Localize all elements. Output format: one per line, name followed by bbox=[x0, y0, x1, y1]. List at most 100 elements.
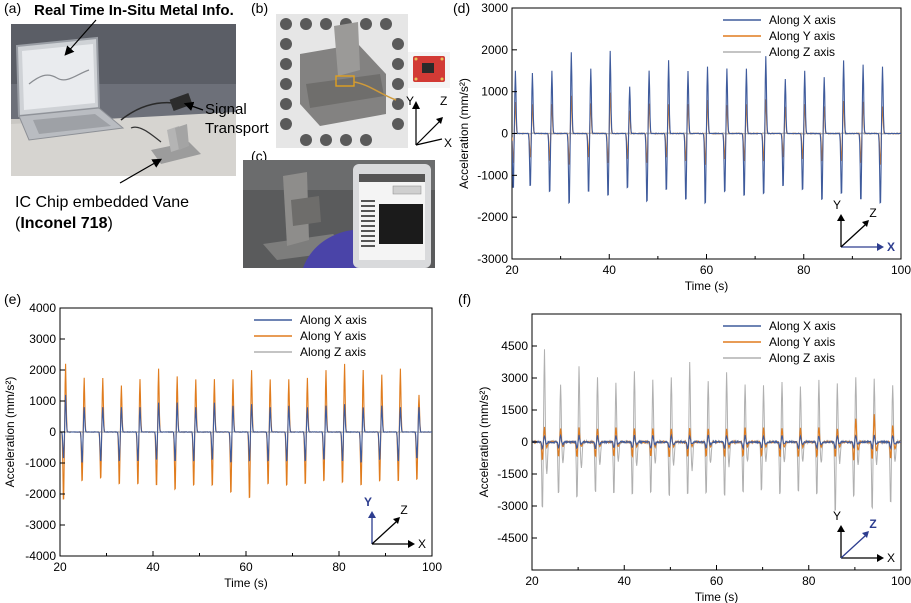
y-tick-label: -3000 bbox=[477, 252, 508, 266]
x-tick-label: 100 bbox=[891, 574, 911, 588]
triad-x-arrow bbox=[877, 554, 884, 562]
y-axis-label: Acceleration (mm/s²) bbox=[3, 377, 17, 488]
triad-x-label: X bbox=[887, 551, 895, 565]
triad-z-label: Z bbox=[869, 206, 876, 220]
panel-b-z-label: Z bbox=[440, 94, 448, 108]
y-tick-label: -1000 bbox=[25, 456, 56, 470]
x-tick-label: 80 bbox=[332, 560, 346, 574]
chart-d: 20 40 60 80 100 -3000 -2000 -1000 0 1000 2000 3000 T… bbox=[457, 1, 911, 293]
panel-a-letter: (a) bbox=[4, 0, 22, 16]
x-tick-label: 40 bbox=[603, 263, 617, 277]
panel-b-axis-triad bbox=[412, 101, 443, 146]
vane-label-line1: IC Chip embedded Vane bbox=[15, 194, 190, 211]
y-tick-label: 0 bbox=[501, 127, 508, 141]
triad-z-line bbox=[840, 224, 866, 248]
x-axis-label: Time (s) bbox=[695, 590, 739, 603]
x-axis-label: Time (s) bbox=[224, 576, 268, 590]
x-tick-label: 60 bbox=[700, 263, 714, 277]
axis-triad-d: X Y Z bbox=[833, 198, 895, 254]
triad-z-label: Z bbox=[400, 503, 407, 517]
y-tick-label: 3000 bbox=[501, 371, 528, 385]
x-tick-label: 60 bbox=[239, 560, 253, 574]
legend-label-y: Along Y axis bbox=[300, 329, 366, 343]
y-tick-label: -3000 bbox=[25, 518, 56, 532]
signal-transport-label: Signal Transport bbox=[205, 100, 269, 138]
y-tick-label: -2000 bbox=[477, 210, 508, 224]
vane-label: IC Chip embedded Vane (Inconel 718) bbox=[15, 192, 189, 234]
triad-y-label: Y bbox=[833, 509, 841, 523]
series-line-f-x bbox=[532, 433, 901, 451]
series-line-d-x bbox=[512, 50, 901, 205]
legend-label-x: Along X axis bbox=[300, 313, 367, 327]
legend-label-y: Along Y axis bbox=[769, 29, 835, 43]
y-axis-label: Acceleration (mm/s²) bbox=[477, 387, 491, 498]
panel-b-x-label: X bbox=[444, 136, 453, 150]
smartphone-photo bbox=[243, 160, 435, 268]
triad-z-label: Z bbox=[869, 517, 876, 531]
triad-y-arrow bbox=[368, 511, 376, 518]
x-tick-label: 80 bbox=[802, 574, 816, 588]
panel-b-letter: (b) bbox=[251, 0, 269, 16]
triad-y-arrow bbox=[837, 214, 845, 221]
triad-z-arrow bbox=[862, 220, 869, 227]
triad-z-line bbox=[371, 521, 397, 545]
y-tick-label: 0 bbox=[49, 425, 56, 439]
y-tick-label: -4000 bbox=[25, 549, 56, 563]
y-tick-label: -3000 bbox=[497, 499, 528, 513]
y-tick-label: 1000 bbox=[29, 394, 56, 408]
panel-e-letter: (e) bbox=[4, 291, 22, 307]
vane-material: Inconel 718 bbox=[20, 215, 108, 232]
triad-y-label: Y bbox=[364, 495, 372, 509]
y-tick-label: 1500 bbox=[501, 403, 528, 417]
legend-label-z: Along Z axis bbox=[300, 345, 366, 359]
x-tick-label: 100 bbox=[422, 560, 442, 574]
signal-label-line2: Transport bbox=[205, 120, 269, 137]
x-tick-label: 60 bbox=[710, 574, 724, 588]
series-line-f-z bbox=[532, 349, 901, 511]
x-tick-label: 20 bbox=[505, 263, 519, 277]
x-tick-label: 40 bbox=[146, 560, 160, 574]
x-tick-label: 40 bbox=[618, 574, 632, 588]
y-tick-label: -1500 bbox=[497, 467, 528, 481]
chart-f: 20 40 60 80 100 -4500 -3000 -1500 0 1500 3000 4500 T… bbox=[477, 313, 911, 603]
signal-label-line1: Signal bbox=[205, 101, 247, 118]
triad-x-label: X bbox=[418, 537, 426, 551]
x-axis-label: Time (s) bbox=[685, 279, 729, 293]
vane-label-line2: (Inconel 718) bbox=[15, 213, 189, 234]
y-tick-label: 3000 bbox=[481, 1, 508, 15]
triad-x-arrow bbox=[877, 243, 884, 251]
y-tick-label: 1000 bbox=[481, 85, 508, 99]
triad-z-line bbox=[840, 535, 866, 559]
y-tick-label: -4500 bbox=[497, 531, 528, 545]
vane-paren-close: ) bbox=[107, 215, 113, 232]
y-tick-label: 2000 bbox=[29, 363, 56, 377]
series-line-f-y bbox=[532, 414, 901, 461]
x-tick-label: 80 bbox=[797, 263, 811, 277]
y-tick-label: 3000 bbox=[29, 332, 56, 346]
triad-x-arrow bbox=[408, 540, 415, 548]
panel-f-letter: (f) bbox=[458, 291, 472, 307]
legend-label-x: Along X axis bbox=[769, 13, 836, 27]
panel-a-title: Real Time In-Situ Metal Info. bbox=[34, 2, 234, 19]
chart-e: 20 40 60 80 100 -4000 -3000 -2000 -1000 0 1000 2000… bbox=[3, 301, 442, 590]
panel-d-letter: (d) bbox=[453, 0, 471, 16]
legend-label-y: Along Y axis bbox=[769, 335, 835, 349]
triad-z-arrow bbox=[393, 517, 400, 524]
series-line-e-x bbox=[60, 394, 432, 463]
triad-y-arrow bbox=[837, 525, 845, 532]
x-tick-label: 20 bbox=[525, 574, 539, 588]
triad-x-label: X bbox=[887, 240, 895, 254]
triad-z-arrow bbox=[862, 531, 869, 538]
legend-label-z: Along Z axis bbox=[769, 351, 835, 365]
axis-triad-f: X Y Z bbox=[833, 509, 895, 565]
x-tick-label: 20 bbox=[53, 560, 67, 574]
y-tick-label: 2000 bbox=[481, 43, 508, 57]
legend-label-x: Along X axis bbox=[769, 319, 836, 333]
legend-label-z: Along Z axis bbox=[769, 45, 835, 59]
y-tick-label: 0 bbox=[521, 435, 528, 449]
vane-chip-photo bbox=[276, 14, 408, 148]
vane-paren-open: ( bbox=[15, 215, 21, 232]
triad-y-label: Y bbox=[833, 198, 841, 212]
ic-chip-inset bbox=[408, 52, 450, 88]
